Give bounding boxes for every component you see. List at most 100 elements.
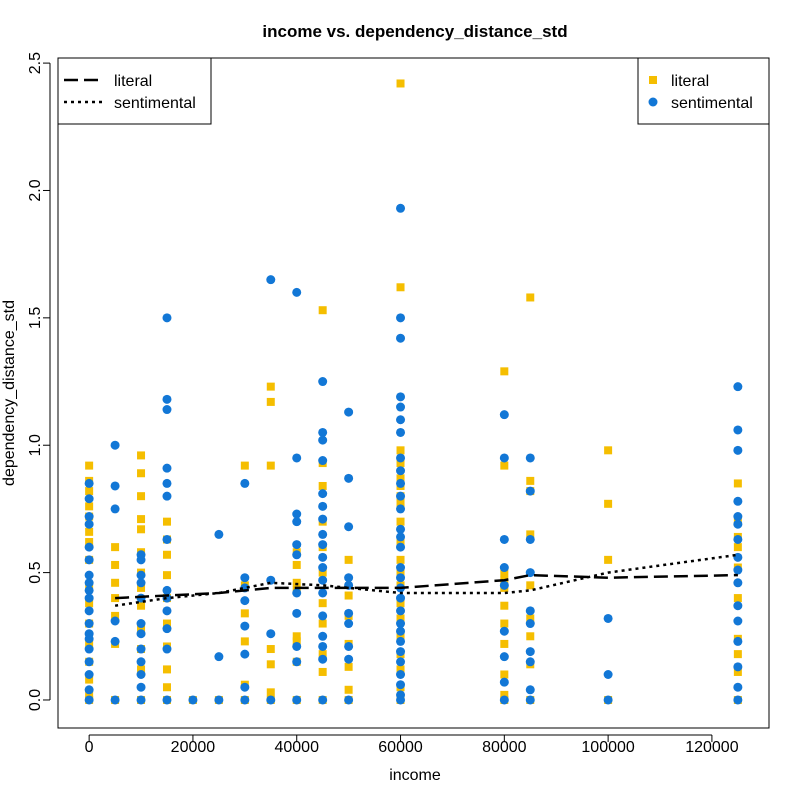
sentimental-point (240, 695, 250, 705)
sentimental-point (396, 415, 406, 425)
sentimental-point (396, 453, 406, 463)
literal-point (137, 515, 146, 524)
literal-point (162, 517, 171, 526)
literal-point (604, 499, 613, 508)
literal-point (318, 667, 327, 676)
x-tick-label: 40000 (274, 739, 319, 756)
literal-point (318, 599, 327, 608)
sentimental-point (240, 621, 250, 631)
sentimental-point (603, 613, 613, 623)
sentimental-point (733, 519, 743, 529)
literal-point (85, 599, 94, 608)
literal-point (266, 645, 275, 654)
sentimental-point (733, 695, 743, 705)
sentimental-point (318, 641, 328, 651)
sentimental-point (525, 606, 535, 616)
literal-point (137, 601, 146, 610)
literal-point (137, 492, 146, 501)
y-tick-label: 1.0 (27, 434, 44, 456)
y-tick-label: 2.0 (27, 179, 44, 201)
literal-point (396, 517, 405, 526)
sentimental-point (162, 491, 172, 501)
line-legend: literal sentimental (57, 57, 212, 125)
sentimental-point (84, 670, 94, 680)
sentimental-point (292, 657, 302, 667)
sentimental-point (110, 440, 120, 450)
sentimental-point (240, 649, 250, 659)
literal-point (396, 446, 405, 455)
sentimental-point (136, 657, 146, 667)
sentimental-point (84, 585, 94, 595)
sentimental-point (136, 578, 146, 588)
sentimental-point (499, 534, 509, 544)
literal-point (500, 568, 509, 577)
sentimental-point (733, 382, 743, 392)
sentimental-point (525, 534, 535, 544)
literal-point (292, 632, 301, 641)
literal-point (85, 639, 94, 648)
x-axis-label: income (389, 767, 441, 784)
sentimental-point (318, 552, 328, 562)
sentimental-point (733, 601, 743, 611)
sentimental-point (292, 287, 302, 297)
sentimental-point (240, 682, 250, 692)
sentimental-point (84, 478, 94, 488)
sentimental-point (525, 647, 535, 657)
x-tick-label: 80000 (482, 739, 527, 756)
sentimental-point (136, 644, 146, 654)
sentimental-point (162, 534, 172, 544)
sentimental-point (733, 425, 743, 435)
sentimental-point (396, 647, 406, 657)
literal-point (733, 543, 742, 552)
literal-trend-line (115, 573, 738, 600)
sentimental-point (84, 494, 94, 504)
sentimental-point (525, 453, 535, 463)
sentimental-point (733, 636, 743, 646)
literal-point (240, 637, 249, 646)
sentimental-point (603, 695, 613, 705)
literal-point (137, 624, 146, 633)
sentimental-point (525, 486, 535, 496)
sentimental-point (162, 644, 172, 654)
sentimental-point (84, 512, 94, 522)
sentimental-point (396, 524, 406, 534)
sentimental-point (292, 608, 302, 618)
sentimental-point (110, 504, 120, 514)
sentimental-point (733, 662, 743, 672)
sentimental-point (292, 509, 302, 519)
sentimental-point (733, 578, 743, 588)
literal-point (292, 578, 301, 587)
literal-point (396, 283, 405, 292)
sentimental-point (396, 491, 406, 501)
sentimental-point (499, 626, 509, 636)
sentimental-point (499, 695, 509, 705)
sentimental-point (344, 573, 354, 583)
literal-point (500, 601, 509, 610)
sentimental-point (733, 616, 743, 626)
sentimental-point (396, 466, 406, 476)
literal-point (526, 293, 535, 302)
sentimental-point (162, 606, 172, 616)
sentimental-point (110, 481, 120, 491)
sentimental-point (499, 652, 509, 662)
sentimental-point (292, 540, 302, 550)
literal-point (733, 650, 742, 659)
sentimental-point (318, 588, 328, 598)
literal-point (85, 502, 94, 511)
literal-point (344, 591, 353, 600)
literal-point (162, 571, 171, 580)
x-tick-label: 0 (85, 739, 94, 756)
sentimental-point (396, 203, 406, 213)
literal-point (733, 479, 742, 488)
sentimental-point (525, 568, 535, 578)
literal-point (162, 550, 171, 559)
line-legend-label-literal: literal (114, 73, 152, 90)
literal-point (526, 530, 535, 539)
literal-point (500, 461, 509, 470)
sentimental-point (344, 473, 354, 483)
sentimental-point (499, 580, 509, 590)
sentimental-point (214, 529, 224, 539)
literal-point (526, 614, 535, 623)
literal-point (526, 476, 535, 485)
